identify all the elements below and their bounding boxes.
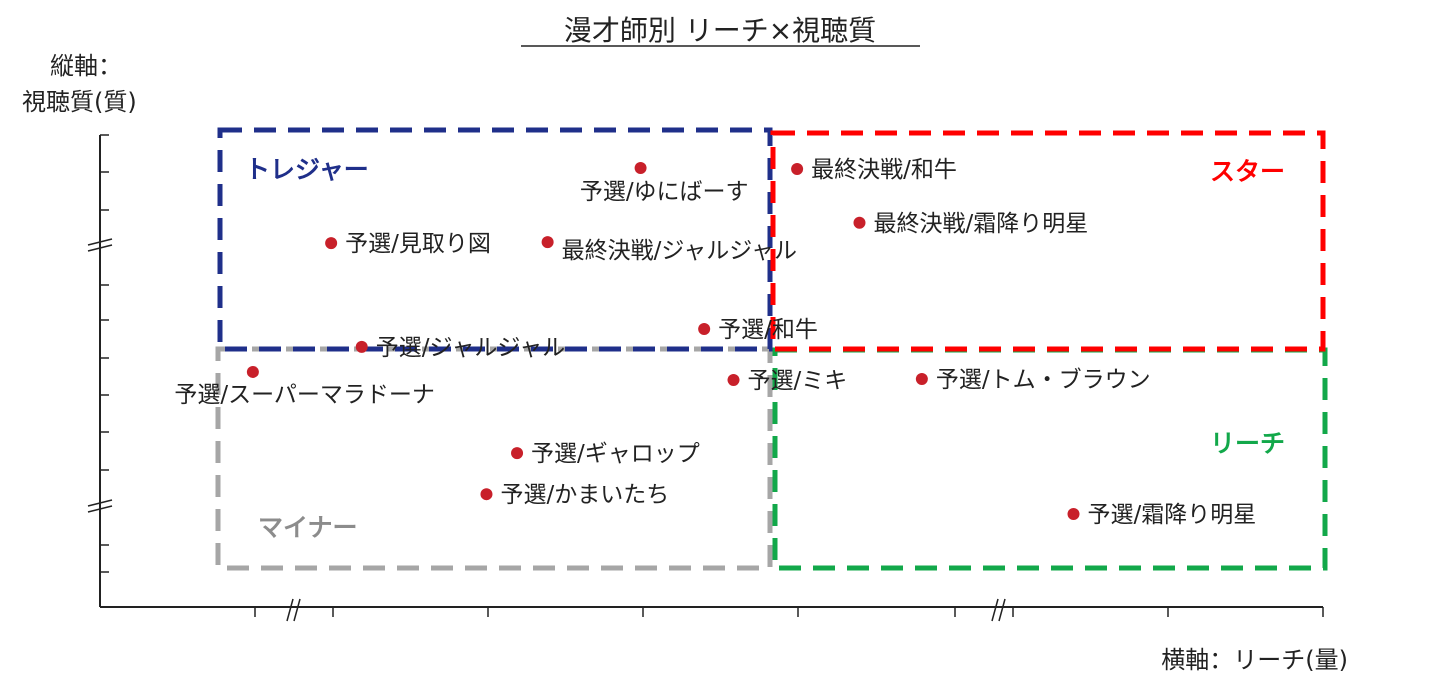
quadrant-box-star: [770, 130, 1326, 352]
data-point: [511, 447, 524, 460]
data-point-label: 予選/ミキ: [748, 368, 848, 394]
data-point: [634, 162, 647, 175]
data-point-label: 予選/ゆにばーす: [580, 179, 749, 205]
data-point: [325, 237, 338, 250]
quadrant-label-star: スター: [1210, 157, 1285, 186]
y-axis-break: [87, 505, 113, 513]
chart-title: 漫才師別 リーチ×視聴質: [564, 14, 876, 47]
data-point: [541, 236, 554, 249]
data-point-label: 予選/見取り図: [345, 231, 491, 257]
data-point-label: 予選/ジャルジャル: [376, 335, 565, 361]
quadrant-label-minor: マイナー: [258, 513, 358, 542]
y-axis-label-line2: 視聴質(質): [22, 88, 137, 116]
data-point-label: 予選/かまいたち: [500, 482, 669, 508]
data-point-label: 最終決戦/和牛: [811, 157, 957, 183]
data-point: [698, 322, 711, 335]
y-axis-label-line1: 縦軸：: [50, 52, 122, 80]
quadrant-box-treasure: [217, 127, 773, 352]
data-point-label: 予選/霜降り明星: [1088, 502, 1257, 528]
axes: [87, 134, 1324, 622]
data-point: [246, 365, 259, 378]
data-point-label: 予選/ギャロップ: [531, 441, 700, 467]
data-point-label: 予選/スーパーマラドーナ: [174, 382, 435, 408]
data-point-label: 最終決戦/ジャルジャル: [562, 238, 797, 264]
x-axis-break: [286, 598, 294, 622]
data-point-label: 予選/和牛: [718, 317, 818, 343]
data-point: [915, 373, 928, 386]
quadrant-box-minor: [215, 346, 773, 571]
x-axis-label: 横軸：リーチ(量): [1161, 646, 1348, 674]
data-point: [791, 162, 804, 175]
data-point-label: 予選/トム・ブラウン: [936, 367, 1151, 393]
x-axis-break: [293, 598, 301, 622]
data-point: [1067, 508, 1080, 521]
data-point: [853, 216, 866, 229]
data-point: [355, 340, 368, 353]
x-axis-break: [998, 598, 1006, 622]
y-axis-break: [87, 499, 113, 507]
data-point: [727, 373, 740, 386]
data-point-label: 最終決戦/霜降り明星: [873, 211, 1088, 237]
x-axis-break: [991, 598, 999, 622]
quadrant-label-treasure: トレジャー: [245, 155, 369, 184]
y-axis-break: [87, 238, 113, 246]
y-axis-break: [87, 244, 113, 252]
quadrant-label-reach: リーチ: [1210, 429, 1285, 458]
data-point: [480, 488, 493, 501]
